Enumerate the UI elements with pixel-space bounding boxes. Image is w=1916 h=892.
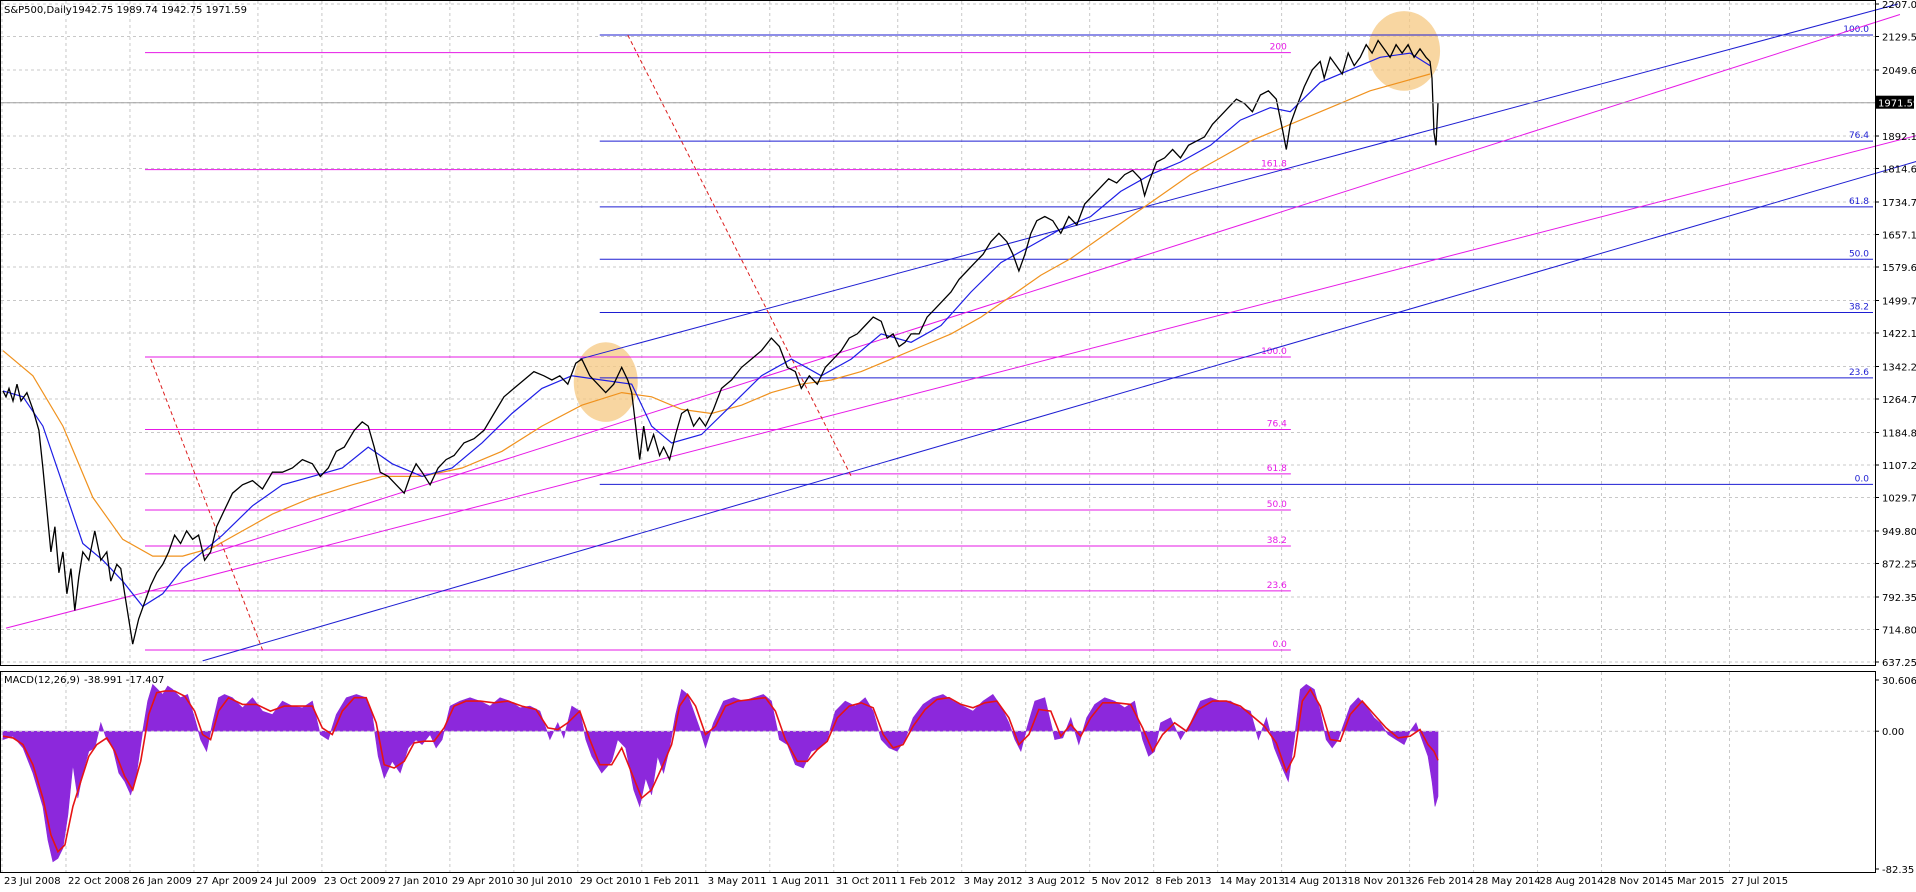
fib-level-label: 23.6 — [1267, 581, 1287, 591]
x-tick-label: 23 Jul 2008 — [4, 876, 61, 887]
ma-slow-line — [2, 73, 1431, 557]
ma-fast-line — [2, 52, 1431, 608]
fib-level-label: 76.4 — [1267, 419, 1287, 429]
fib-level-label: 38.2 — [1849, 303, 1869, 313]
macd-y-tick-label: 30.606 — [1882, 676, 1916, 687]
x-tick-label: 27 Jul 2015 — [1731, 876, 1788, 887]
macd-signal-line — [2, 687, 1439, 854]
fib-level-label: 50.0 — [1267, 500, 1287, 510]
macd-y-tick-label: -82.35 — [1882, 865, 1914, 876]
fib-level-label: 0.0 — [1273, 640, 1288, 650]
y-tick-label: 1814.65 — [1882, 164, 1916, 175]
x-tick-label: 8 Feb 2013 — [1156, 876, 1212, 887]
y-tick-label: 1734.70 — [1882, 198, 1916, 209]
x-tick-label: 22 Oct 2008 — [68, 876, 130, 887]
y-tick-label: 2049.60 — [1882, 66, 1916, 77]
x-tick-label: 23 Oct 2009 — [324, 876, 386, 887]
y-tick-label: 1579.60 — [1882, 263, 1916, 274]
y-tick-label: 1107.25 — [1882, 461, 1916, 472]
macd-pane — [1, 683, 1875, 863]
y-tick-label: 1657.15 — [1882, 230, 1916, 241]
fib-level-label: 61.8 — [1267, 464, 1287, 474]
trend-line — [5, 135, 1916, 629]
y-tick-label: 872.25 — [1882, 559, 1916, 570]
fib-anchor-dashed-line — [150, 358, 264, 651]
x-tick-label: 3 May 2012 — [964, 876, 1023, 887]
fib-level-label: 23.6 — [1849, 368, 1869, 378]
symbol-header: S&P500,Daily — [4, 5, 72, 16]
x-tick-label: 5 Nov 2012 — [1092, 876, 1150, 887]
trend-line — [202, 14, 1901, 557]
ohlc-readout: 1942.75 1989.74 1942.75 1971.59 — [72, 5, 247, 16]
axes: 23 Jul 2008 22 Oct 2008 26 Jan 2009 27 Apr … — [4, 0, 1916, 887]
x-tick-label: 3 Aug 2012 — [1028, 876, 1086, 887]
x-tick-label: 29 Oct 2010 — [580, 876, 642, 887]
fib-level-label: 61.8 — [1849, 197, 1869, 207]
x-tick-label: 14 Aug 2013 — [1284, 876, 1348, 887]
x-tick-label: 1 Feb 2012 — [900, 876, 956, 887]
x-tick-label: 1 Feb 2011 — [644, 876, 700, 887]
y-tick-label: 1499.70 — [1882, 296, 1916, 307]
price-line — [2, 39, 1439, 645]
x-tick-label: 14 May 2013 — [1220, 876, 1285, 887]
fib-level-label: 161.8 — [1261, 160, 1287, 170]
pane-frames — [0, 0, 1876, 873]
macd-readout: -38.991 -17.407 — [84, 675, 164, 686]
y-tick-label: 949.80 — [1882, 527, 1916, 538]
x-tick-label: 26 Feb 2014 — [1412, 876, 1474, 887]
fib-level-label: 200 — [1270, 43, 1287, 53]
y-tick-label: 637.25 — [1882, 658, 1916, 669]
highlight-zone — [573, 342, 638, 422]
fib-level-label: 100.0 — [1261, 347, 1287, 357]
x-tick-label: 27 Jan 2010 — [388, 876, 448, 887]
fib-level-label: 76.4 — [1849, 131, 1869, 141]
x-tick-label: 24 Jul 2009 — [260, 876, 317, 887]
fib-level-label: 0.0 — [1855, 474, 1870, 484]
x-tick-label: 3 May 2011 — [708, 876, 767, 887]
y-tick-label: 2129.50 — [1882, 33, 1916, 44]
fib-level-label: 50.0 — [1849, 249, 1869, 259]
x-tick-label: 27 Apr 2009 — [196, 876, 258, 887]
macd-header: MACD(12,26,9) — [4, 675, 80, 686]
trend-line — [202, 161, 1916, 662]
y-tick-label: 714.80 — [1882, 625, 1916, 636]
x-tick-label: 28 Nov 2014 — [1604, 876, 1668, 887]
trend-line — [579, 3, 1899, 360]
price-tag-box — [1876, 95, 1914, 109]
x-tick-label: 1 Aug 2011 — [772, 876, 830, 887]
price-tag: 1971.59 — [1878, 99, 1916, 110]
x-tick-label: 30 Jul 2010 — [516, 876, 573, 887]
x-tick-label: 26 Jan 2009 — [132, 876, 192, 887]
y-tick-label: 1892.15 — [1882, 132, 1916, 143]
y-tick-label: 1184.80 — [1882, 428, 1916, 439]
x-tick-label: 31 Oct 2011 — [836, 876, 898, 887]
x-tick-label: 28 May 2014 — [1476, 876, 1541, 887]
fib-anchor-dashed-line — [627, 34, 852, 477]
fib-level-label: 38.2 — [1267, 536, 1287, 546]
x-tick-label: 5 Mar 2015 — [1667, 876, 1724, 887]
price-pane: 200 161.8 100.0 76.4 61.8 50.0 38.2 23.6 0.0 100.… — [1, 3, 1916, 662]
x-tick-label: 18 Nov 2013 — [1348, 876, 1412, 887]
y-tick-label: 2207.05 — [1882, 0, 1916, 11]
y-tick-label: 1342.25 — [1882, 362, 1916, 373]
x-tick-label: 28 Aug 2014 — [1540, 876, 1604, 887]
grid — [1, 1, 1875, 872]
fib-level-label: 100.0 — [1843, 25, 1869, 35]
y-tick-label: 792.35 — [1882, 593, 1916, 604]
y-tick-label: 1422.15 — [1882, 329, 1916, 340]
y-tick-label: 1264.70 — [1882, 395, 1916, 406]
macd-y-tick-label: 0.00 — [1882, 727, 1904, 738]
y-tick-label: 1029.70 — [1882, 494, 1916, 505]
x-tick-label: 29 Apr 2010 — [452, 876, 514, 887]
